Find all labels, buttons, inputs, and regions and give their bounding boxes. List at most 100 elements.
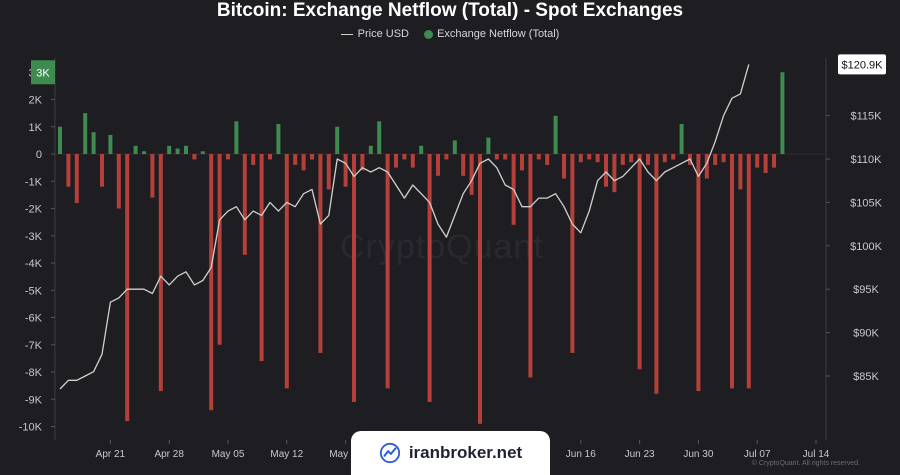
netflow-bar-negative [284, 154, 289, 389]
netflow-bar-negative [461, 154, 466, 176]
netflow-bar-negative [528, 154, 533, 378]
netflow-bar-negative [562, 154, 566, 179]
netflow-bar-negative [629, 154, 634, 163]
netflow-bar-negative [604, 154, 608, 187]
netflow-bar-negative [310, 154, 314, 160]
netflow-bar-negative [268, 154, 272, 160]
netflow-bar-negative [125, 154, 130, 422]
x-axis-tick-label: May 19 [329, 449, 362, 460]
right-axis-tick-label: $105K [850, 197, 882, 209]
left-axis-tick-label: 1K [29, 122, 43, 134]
netflow-bar-negative [478, 154, 482, 424]
netflow-bar-negative [251, 154, 256, 165]
left-axis-tick-label: -1K [25, 176, 43, 188]
netflow-bar-positive [452, 140, 457, 154]
netflow-bar-negative [520, 154, 524, 171]
netflow-bar-negative [612, 154, 617, 193]
netflow-bar-negative [637, 154, 642, 370]
left-axis-tick-label: -9K [25, 394, 43, 406]
netflow-bar-positive [83, 113, 88, 154]
netflow-bar-negative [352, 154, 356, 402]
netflow-bar-negative [704, 154, 709, 179]
netflow-bar-negative [326, 154, 331, 190]
left-axis-tick-label: 2K [29, 95, 43, 107]
netflow-bar-negative [772, 154, 776, 168]
right-current-value-label: $120.9K [842, 59, 884, 71]
netflow-bar-positive [419, 145, 424, 154]
netflow-bar-negative [578, 154, 583, 163]
netflow-bar-negative [74, 154, 79, 204]
netflow-bar-negative [721, 154, 726, 163]
trend-chart-icon [379, 442, 400, 464]
left-axis-tick-label: -6K [25, 313, 43, 325]
netflow-bar-negative [620, 154, 625, 165]
netflow-bar-positive [167, 145, 172, 154]
netflow-bar-negative [209, 154, 214, 411]
legend: Price USD Exchange Netflow (Total) [0, 27, 900, 41]
left-axis-tick-label: 0 [36, 149, 42, 161]
legend-item-netflow[interactable]: Exchange Netflow (Total) [424, 27, 559, 41]
left-axis-tick-label: -7K [25, 340, 43, 352]
netflow-bar-negative [158, 154, 163, 392]
brand-badge[interactable]: iranbroker.net [351, 431, 550, 475]
netflow-bar-negative [646, 154, 650, 165]
right-axis-tick-label: $95K [853, 284, 879, 296]
netflow-bar-negative [570, 154, 575, 353]
legend-label-netflow: Exchange Netflow (Total) [437, 28, 560, 40]
left-axis-tick-label: -4K [25, 258, 43, 270]
legend-line-marker [340, 33, 353, 35]
x-axis-tick-label: May 12 [270, 449, 303, 460]
netflow-bar-positive [553, 115, 558, 154]
netflow-bar-positive [184, 145, 188, 154]
netflow-bar-positive [276, 124, 281, 154]
netflow-bar-negative [66, 154, 71, 187]
x-axis-tick-label: Jul 07 [744, 449, 771, 460]
price-line [59, 64, 750, 390]
netflow-bar-positive [377, 121, 382, 154]
netflow-bar-negative [259, 154, 264, 362]
right-axis-tick-label: $115K [851, 111, 883, 123]
netflow-bar-negative [436, 154, 440, 176]
netflow-bar-negative [671, 154, 676, 160]
netflow-bar-negative [545, 154, 550, 165]
netflow-bar-negative [394, 154, 398, 168]
netflow-bar-negative [755, 154, 760, 168]
x-axis-tick-label: May 05 [212, 449, 245, 460]
netflow-bar-negative [730, 154, 734, 389]
netflow-bar-positive [175, 148, 180, 154]
netflow-bar-negative [503, 154, 508, 160]
netflow-bar-positive [58, 126, 62, 154]
netflow-bar-negative [654, 154, 659, 394]
watermark: CryptoQuant [340, 228, 544, 266]
netflow-bar-negative [293, 154, 298, 165]
x-axis-tick-label: Jun 23 [625, 449, 655, 460]
netflow-bar-negative [116, 154, 121, 209]
netflow-bar-negative [427, 154, 432, 402]
netflow-bar-negative [192, 154, 197, 160]
left-current-value-badge [31, 60, 55, 85]
netflow-bar-positive [335, 126, 340, 154]
netflow-bar-positive [368, 145, 373, 154]
netflow-bar-negative [150, 154, 155, 198]
chart-title: Bitcoin: Exchange Netflow (Total) - Spot… [216, 0, 684, 21]
right-axis-tick-label: $110K [851, 154, 883, 166]
legend-dot-marker [424, 29, 434, 39]
netflow-bar-negative [385, 154, 390, 389]
left-current-value-label: 3K [36, 67, 50, 79]
netflow-bar-positive [108, 134, 113, 154]
netflow-bar-negative [100, 154, 104, 187]
netflow-bar-negative [662, 154, 667, 163]
netflow-bar-negative [410, 154, 415, 168]
x-axis-tick-label: Apr 21 [96, 449, 126, 460]
right-axis-tick-label: $85K [853, 371, 879, 383]
legend-item-price[interactable]: Price USD [340, 27, 409, 41]
netflow-bar-negative [360, 154, 365, 171]
netflow-bar-negative [494, 154, 499, 160]
left-axis-tick-label: -10K [19, 422, 43, 434]
netflow-bar-negative [587, 154, 592, 160]
netflow-bar-negative [738, 154, 743, 190]
copyright-footnote: © CryptoQuant. All rights reserved. [751, 460, 860, 467]
netflow-bar-positive [780, 72, 785, 154]
left-axis-tick-label: -5K [25, 285, 43, 297]
netflow-bar-positive [142, 151, 146, 154]
